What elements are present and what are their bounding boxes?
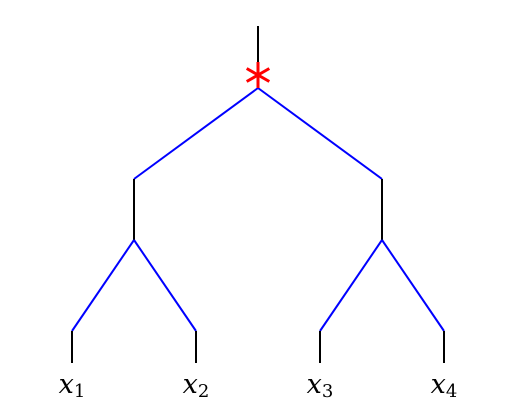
leaf-label-3: x3 [307,369,334,402]
right-subtree-right-branch [381,239,445,332]
leaf-label-1: x1 [59,369,86,402]
left-subtree-right-branch [133,239,197,332]
root-asterisk-marker [245,62,271,88]
root-right-branch [257,87,383,180]
right-subtree-left-branch [319,239,383,332]
left-subtree-left-branch [71,239,135,332]
leaf-label-4: x4 [431,369,458,402]
leaf-label-2: x2 [183,369,210,402]
root-left-branch [133,87,259,180]
